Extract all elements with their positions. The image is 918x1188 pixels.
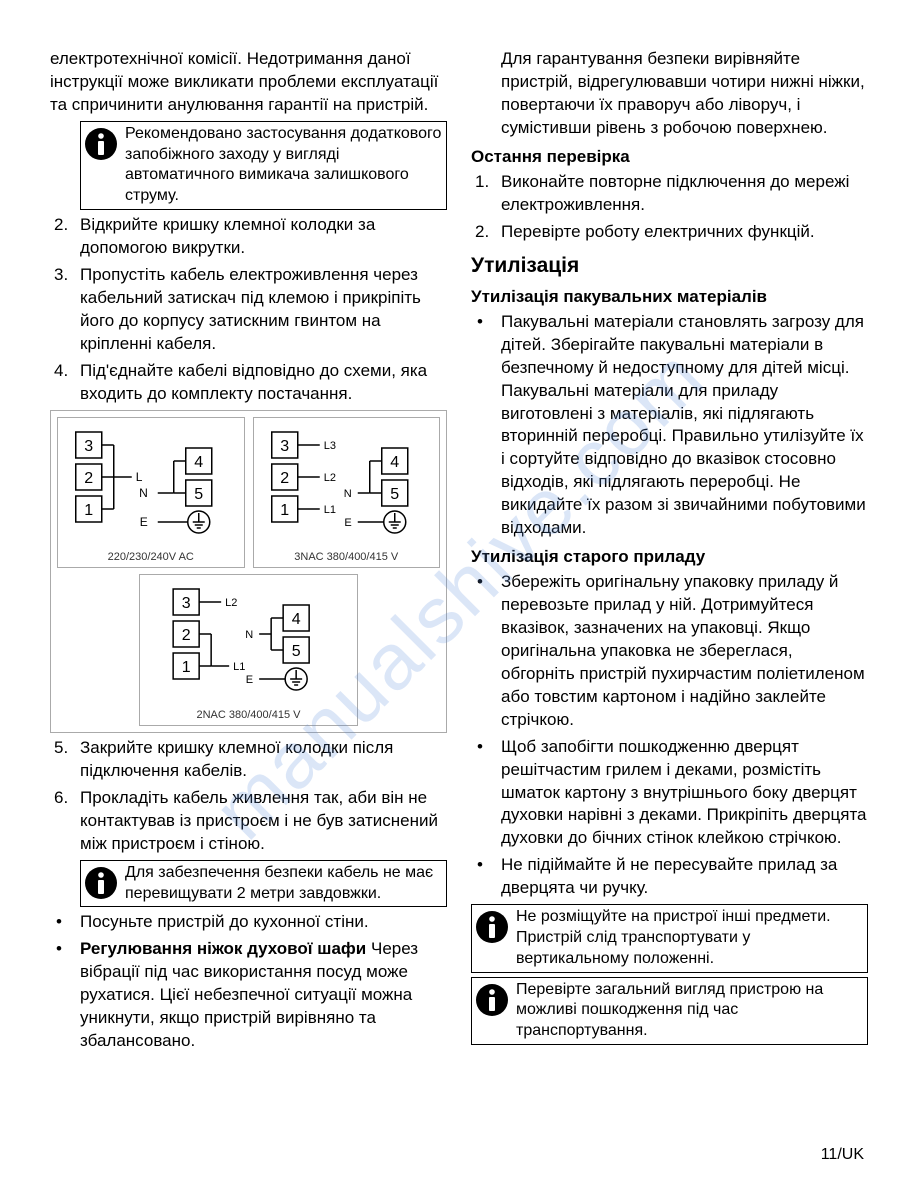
step-3: 3. Пропустіть кабель електроживлення чер… [50, 264, 447, 356]
left-column: електротехнічної комісії. Недотримання д… [50, 48, 447, 1057]
svg-text:1: 1 [182, 659, 191, 676]
svg-text:N: N [139, 486, 148, 500]
heading-disposal-packaging: Утилізація пакувальних матеріалів [471, 286, 868, 309]
wiring-diagram-2: 3 2 1 L3 L2 L1 4 5 [253, 417, 441, 569]
svg-text:L3: L3 [323, 440, 335, 452]
svg-text:L2: L2 [225, 597, 237, 609]
step-number: 2. [471, 221, 501, 244]
wiring-diagram-group: 3 2 1 L 4 [50, 410, 447, 734]
info-box-transport-upright: Не розміщуйте на пристрої інші предмети.… [471, 904, 868, 972]
bullet-marker: • [471, 311, 501, 540]
step-number: 2. [50, 214, 80, 260]
step-number: 1. [471, 171, 501, 217]
bullet-leveling: • Регулювання ніжок духової шафи Через в… [50, 938, 447, 1053]
diagram-caption: 2NAC 380/400/415 V [144, 708, 352, 723]
heading-disposal: Утилізація [471, 252, 868, 280]
bullet-marker: • [50, 911, 80, 934]
svg-text:5: 5 [194, 486, 203, 503]
step-text: Під'єднайте кабелі відповідно до схеми, … [80, 360, 447, 406]
info-text: Перевірте загальний вигляд пристрою на м… [516, 980, 863, 1042]
step-text: Прокладіть кабель живлення так, аби він … [80, 787, 447, 856]
info-icon [474, 982, 510, 1018]
info-text: Для забезпечення безпеки кабель не має п… [125, 863, 442, 905]
svg-text:4: 4 [194, 454, 203, 471]
svg-text:L1: L1 [323, 504, 335, 516]
heading-disposal-old: Утилізація старого приладу [471, 546, 868, 569]
info-text: Не розміщуйте на пристрої інші предмети.… [516, 907, 863, 969]
step-number: 6. [50, 787, 80, 856]
bullet-marker: • [471, 571, 501, 732]
svg-text:3: 3 [182, 595, 191, 612]
svg-text:L2: L2 [323, 472, 335, 484]
bullet-old-1: • Збережіть оригінальну упаковку приладу… [471, 571, 868, 732]
step-5: 5. Закрийте кришку клемної колодки після… [50, 737, 447, 783]
svg-text:2: 2 [84, 470, 93, 487]
bullet-title: Регулювання ніжок духової шафи [80, 939, 366, 958]
svg-text:1: 1 [84, 502, 93, 519]
svg-text:4: 4 [292, 611, 301, 628]
diagram-caption: 220/230/240V AC [62, 550, 240, 565]
wiring-svg-2: 3 2 1 L3 L2 L1 4 5 [258, 424, 436, 542]
wiring-svg-1: 3 2 1 L 4 [62, 424, 240, 542]
svg-text:2: 2 [280, 470, 289, 487]
info-box-rcd: Рекомендовано застосування додаткового з… [80, 121, 447, 210]
svg-text:5: 5 [390, 486, 399, 503]
step-number: 4. [50, 360, 80, 406]
wiring-svg-3: 3 2 1 L2 L1 4 5 [144, 581, 352, 699]
bullet-old-3: • Не підіймайте й не пересувайте прилад … [471, 854, 868, 900]
step-text: Відкрийте кришку клемної колодки за допо… [80, 214, 447, 260]
bullet-text: Регулювання ніжок духової шафи Через віб… [80, 938, 447, 1053]
intro-paragraph: електротехнічної комісії. Недотримання д… [50, 48, 447, 117]
bullet-marker: • [471, 854, 501, 900]
step-4: 4. Під'єднайте кабелі відповідно до схем… [50, 360, 447, 406]
svg-text:E: E [344, 517, 351, 529]
bullet-text: Пакувальні матеріали становлять загрозу … [501, 311, 868, 540]
step-2: 2. Відкрийте кришку клемної колодки за д… [50, 214, 447, 260]
bullet-text: Щоб запобігти пошкодженню дверцят решітч… [501, 736, 868, 851]
bullet-push-device: • Посуньте пристрій до кухонної стіни. [50, 911, 447, 934]
step-number: 5. [50, 737, 80, 783]
bullet-packaging: • Пакувальні матеріали становлять загроз… [471, 311, 868, 540]
svg-text:N: N [343, 488, 351, 500]
info-icon [83, 126, 119, 162]
right-column: Для гарантування безпеки вирівняйте прис… [471, 48, 868, 1057]
bullet-text: Не підіймайте й не пересувайте прилад за… [501, 854, 868, 900]
info-text: Рекомендовано застосування додаткового з… [125, 124, 442, 207]
step-text: Пропустіть кабель електроживлення через … [80, 264, 447, 356]
svg-text:2: 2 [182, 627, 191, 644]
info-box-check-damage: Перевірте загальний вигляд пристрою на м… [471, 977, 868, 1045]
svg-text:L1: L1 [233, 661, 245, 673]
svg-text:N: N [246, 629, 254, 641]
heading-final-check: Остання перевірка [471, 146, 868, 169]
check-step-2: 2. Перевірте роботу електричних функцій. [471, 221, 868, 244]
step-6: 6. Прокладіть кабель живлення так, аби в… [50, 787, 447, 856]
svg-text:5: 5 [292, 643, 301, 660]
svg-text:3: 3 [280, 438, 289, 455]
step-number: 3. [50, 264, 80, 356]
step-text: Перевірте роботу електричних функцій. [501, 221, 868, 244]
two-column-layout: електротехнічної комісії. Недотримання д… [50, 48, 868, 1057]
bullet-marker: • [471, 736, 501, 851]
leveling-continuation: Для гарантування безпеки вирівняйте прис… [471, 48, 868, 140]
svg-text:E: E [246, 674, 253, 686]
bullet-text: Збережіть оригінальну упаковку приладу й… [501, 571, 868, 732]
page-number: 11/UK [821, 1144, 864, 1166]
info-icon [83, 865, 119, 901]
svg-text:3: 3 [84, 438, 93, 455]
svg-text:L: L [136, 470, 143, 484]
bullet-old-2: • Щоб запобігти пошкодженню дверцят реші… [471, 736, 868, 851]
step-text: Виконайте повторне підключення до мережі… [501, 171, 868, 217]
info-box-cable-length: Для забезпечення безпеки кабель не має п… [80, 860, 447, 908]
check-step-1: 1. Виконайте повторне підключення до мер… [471, 171, 868, 217]
svg-text:E: E [140, 515, 148, 529]
svg-text:4: 4 [390, 454, 399, 471]
step-text: Закрийте кришку клемної колодки після пі… [80, 737, 447, 783]
bullet-text: Посуньте пристрій до кухонної стіни. [80, 911, 447, 934]
wiring-diagram-1: 3 2 1 L 4 [57, 417, 245, 569]
info-icon [474, 909, 510, 945]
diagram-caption: 3NAC 380/400/415 V [258, 550, 436, 565]
wiring-diagram-3: 3 2 1 L2 L1 4 5 [139, 574, 357, 726]
svg-text:1: 1 [280, 502, 289, 519]
bullet-marker: • [50, 938, 80, 1053]
